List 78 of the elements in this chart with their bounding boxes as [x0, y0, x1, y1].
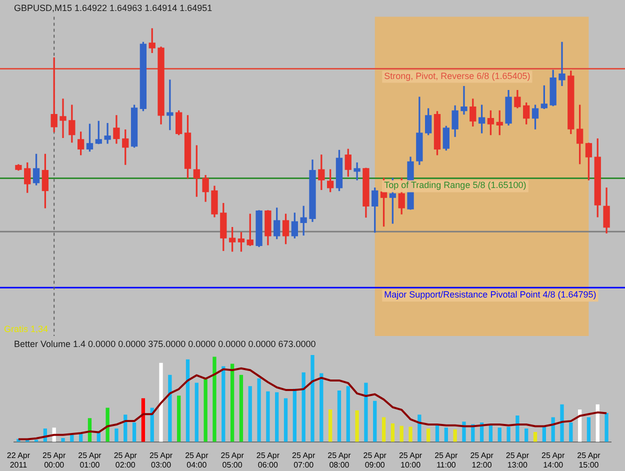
bar — [346, 386, 350, 442]
x-tick-label: 25 Apr 11:00 — [434, 450, 458, 470]
bar — [230, 364, 234, 442]
bar — [586, 417, 591, 442]
candlestick — [60, 98, 66, 138]
x-tick-label: 25 Apr 01:00 — [78, 450, 102, 470]
bar — [284, 398, 288, 442]
ref-line-label: Major Support/Resistance Pivotal Point 4/8 (1.64795) — [384, 290, 596, 300]
x-tick-label: 25 Apr 13:00 — [506, 450, 530, 470]
x-tick-label: 25 Apr 07:00 — [292, 450, 316, 470]
ref-line-label: Strong, Pivot, Reverse 6/8 (1.65405) — [384, 70, 530, 81]
bar — [488, 425, 493, 442]
ref-line-label: Top of Trading Range 5/8 (1.65100) — [384, 180, 526, 190]
bar — [266, 391, 270, 442]
x-tick-label: 25 Apr 02:00 — [114, 450, 138, 470]
bar — [506, 426, 510, 442]
x-tick-label: 22 Apr 2011 — [6, 450, 30, 470]
bar — [132, 422, 136, 442]
x-tick-label: 25 Apr 00:00 — [42, 450, 66, 470]
candlestick — [166, 80, 174, 130]
bar — [292, 388, 297, 442]
x-tick-label: 25 Apr 12:00 — [470, 450, 494, 470]
bar — [204, 379, 208, 442]
bar — [435, 425, 440, 442]
x-tick-label: 25 Apr 03:00 — [149, 450, 173, 470]
bar — [328, 410, 332, 442]
bar — [355, 410, 359, 442]
bar — [186, 359, 190, 442]
candlestick — [460, 86, 468, 115]
bar — [373, 400, 377, 442]
bar — [159, 362, 163, 442]
annotation: Gratis 1,34 — [4, 324, 48, 334]
x-tick-label: 25 Apr 10:00 — [398, 450, 422, 470]
bar — [61, 438, 65, 442]
bar — [177, 396, 181, 442]
bar — [533, 432, 538, 442]
bar — [248, 386, 252, 442]
bar — [453, 429, 457, 442]
bar — [106, 408, 110, 442]
candlestick — [104, 122, 111, 144]
bar — [275, 392, 279, 442]
bar — [418, 414, 422, 442]
bar — [239, 374, 244, 442]
candlestick — [558, 42, 566, 86]
chart-title: Better Volume 1.4 0.0000 0.0000 375.0000 0.0000 0.0000 0.0000 673.0000 — [14, 338, 316, 349]
bar — [516, 416, 520, 442]
bar — [364, 382, 368, 442]
x-tick-label: 25 Apr 05:00 — [220, 450, 244, 470]
x-tick-label: 25 Apr 04:00 — [185, 450, 209, 470]
bar — [560, 404, 564, 442]
x-tick-label: 25 Apr 06:00 — [256, 450, 280, 470]
bar — [222, 366, 226, 442]
bar — [114, 428, 118, 442]
bar — [337, 390, 342, 442]
bar — [426, 428, 430, 442]
bar — [168, 374, 172, 442]
bar — [542, 426, 546, 442]
bar — [390, 423, 395, 442]
bar — [194, 382, 198, 442]
bar — [257, 378, 261, 442]
bar — [498, 428, 502, 442]
bar — [400, 426, 404, 442]
x-tick-label: 25 Apr 08:00 — [328, 450, 352, 470]
bar — [382, 417, 386, 442]
x-tick-label: 25 Apr 15:00 — [577, 450, 601, 470]
x-tick-label: 25 Apr 14:00 — [542, 450, 565, 470]
bar — [604, 412, 608, 442]
bar — [302, 372, 306, 442]
bar — [310, 355, 314, 442]
bar — [212, 356, 216, 442]
bar — [569, 422, 573, 442]
bar — [444, 428, 448, 442]
chart-title: GBPUSD,M15 1.64922 1.64963 1.64914 1.64951 — [14, 2, 212, 13]
bar — [524, 428, 528, 442]
x-tick-label: 25 Apr 09:00 — [363, 450, 387, 470]
candlestick — [354, 162, 360, 180]
bar — [408, 426, 412, 442]
bar — [320, 373, 324, 442]
